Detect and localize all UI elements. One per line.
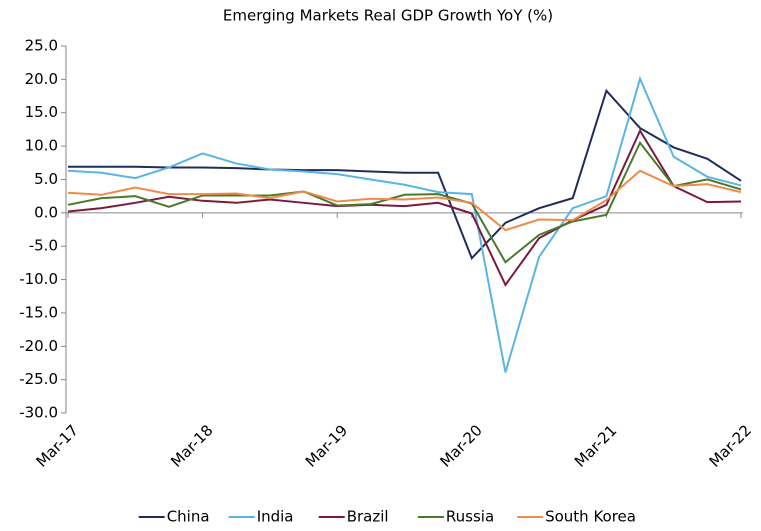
x-tick-label: Mar-22 bbox=[706, 421, 755, 470]
series-line bbox=[67, 75, 742, 373]
series-line bbox=[68, 88, 742, 261]
series-line bbox=[67, 140, 742, 264]
legend-label: Brazil bbox=[347, 508, 389, 526]
x-tick-label: Mar-20 bbox=[436, 421, 485, 470]
y-tick-label: -10.0 bbox=[19, 270, 58, 288]
legend-label: China bbox=[167, 508, 210, 526]
series-line bbox=[67, 169, 742, 232]
y-tick-label: 15.0 bbox=[25, 103, 58, 121]
y-tick-label: 5.0 bbox=[34, 170, 58, 188]
series-line bbox=[67, 128, 742, 287]
x-tick-label: Mar-17 bbox=[33, 421, 82, 470]
chart-title: Emerging Markets Real GDP Growth YoY (%) bbox=[223, 7, 553, 25]
y-tick-label: 10.0 bbox=[25, 137, 58, 155]
legend-label: South Korea bbox=[545, 508, 636, 526]
x-tick-label: Mar-19 bbox=[302, 421, 351, 470]
x-tick-label: Mar-18 bbox=[167, 421, 216, 470]
legend-label: India bbox=[257, 508, 294, 526]
legend-label: Russia bbox=[446, 508, 494, 526]
x-tick-label: Mar-21 bbox=[571, 421, 620, 470]
y-tick-label: 25.0 bbox=[25, 37, 58, 55]
y-tick-label: -15.0 bbox=[19, 303, 58, 321]
y-tick-label: -25.0 bbox=[19, 370, 58, 388]
y-tick-label: -20.0 bbox=[19, 337, 58, 355]
y-tick-label: -5.0 bbox=[29, 237, 58, 255]
y-tick-label: -30.0 bbox=[19, 404, 58, 422]
y-tick-label: 20.0 bbox=[25, 70, 58, 88]
y-tick-label: 0.0 bbox=[34, 203, 58, 221]
